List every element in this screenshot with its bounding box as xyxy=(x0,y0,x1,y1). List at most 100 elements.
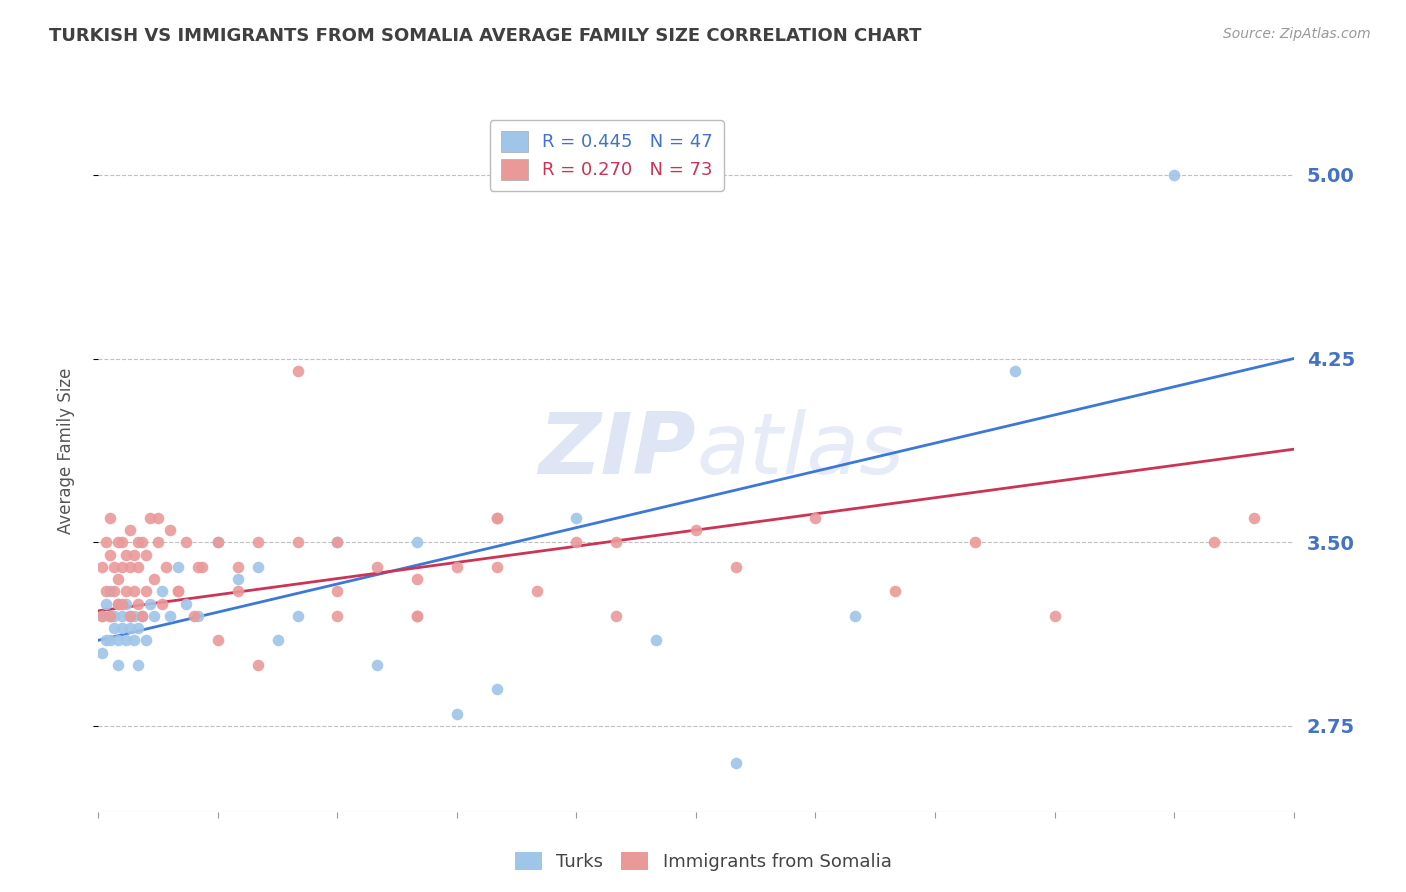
Point xyxy=(565,535,588,549)
Point xyxy=(91,608,114,623)
Point xyxy=(115,584,138,599)
Point xyxy=(485,511,508,525)
Point xyxy=(246,559,269,574)
Point xyxy=(139,597,162,611)
Point xyxy=(366,559,388,574)
Point xyxy=(120,523,142,537)
Legend: Turks, Immigrants from Somalia: Turks, Immigrants from Somalia xyxy=(508,845,898,879)
Point xyxy=(724,559,747,574)
Point xyxy=(884,584,907,599)
Point xyxy=(174,535,197,549)
Point xyxy=(148,511,170,525)
Point xyxy=(844,608,866,623)
Point xyxy=(207,633,229,648)
Point xyxy=(1043,608,1066,623)
Point xyxy=(485,682,508,697)
Point xyxy=(103,621,125,635)
Point xyxy=(1243,511,1265,525)
Point xyxy=(1202,535,1225,549)
Point xyxy=(91,559,114,574)
Point xyxy=(91,608,114,623)
Point xyxy=(804,511,827,525)
Point xyxy=(98,548,122,562)
Point xyxy=(127,597,149,611)
Point xyxy=(111,621,134,635)
Point xyxy=(120,608,142,623)
Point xyxy=(267,633,290,648)
Point xyxy=(111,535,134,549)
Point xyxy=(150,584,173,599)
Point xyxy=(143,608,166,623)
Point xyxy=(127,657,149,672)
Point xyxy=(124,584,146,599)
Point xyxy=(115,548,138,562)
Point xyxy=(103,559,125,574)
Point xyxy=(191,559,214,574)
Point xyxy=(167,584,190,599)
Point xyxy=(565,511,588,525)
Point xyxy=(107,572,129,586)
Point xyxy=(124,548,146,562)
Point xyxy=(485,559,508,574)
Point xyxy=(131,608,153,623)
Point xyxy=(246,535,269,549)
Point xyxy=(98,511,122,525)
Point xyxy=(107,535,129,549)
Text: Source: ZipAtlas.com: Source: ZipAtlas.com xyxy=(1223,27,1371,41)
Point xyxy=(96,584,118,599)
Point xyxy=(96,597,118,611)
Point xyxy=(685,523,707,537)
Point xyxy=(287,364,309,378)
Point xyxy=(645,633,668,648)
Point xyxy=(159,608,181,623)
Point xyxy=(155,559,177,574)
Point xyxy=(98,608,122,623)
Point xyxy=(187,559,209,574)
Point xyxy=(107,633,129,648)
Point xyxy=(406,572,429,586)
Point xyxy=(207,535,229,549)
Point xyxy=(103,608,125,623)
Point xyxy=(183,608,205,623)
Text: ZIP: ZIP xyxy=(538,409,696,492)
Text: TURKISH VS IMMIGRANTS FROM SOMALIA AVERAGE FAMILY SIZE CORRELATION CHART: TURKISH VS IMMIGRANTS FROM SOMALIA AVERA… xyxy=(49,27,922,45)
Point xyxy=(143,572,166,586)
Point xyxy=(526,584,548,599)
Point xyxy=(159,523,181,537)
Point xyxy=(120,559,142,574)
Point xyxy=(1004,364,1026,378)
Point xyxy=(226,559,249,574)
Point xyxy=(605,535,627,549)
Point xyxy=(167,559,190,574)
Point xyxy=(91,646,114,660)
Point xyxy=(287,535,309,549)
Point xyxy=(107,597,129,611)
Point xyxy=(406,608,429,623)
Point xyxy=(148,535,170,549)
Point xyxy=(139,511,162,525)
Point xyxy=(120,621,142,635)
Point xyxy=(120,608,142,623)
Point xyxy=(287,608,309,623)
Text: atlas: atlas xyxy=(696,409,904,492)
Point xyxy=(326,535,349,549)
Point xyxy=(98,633,122,648)
Point xyxy=(246,657,269,672)
Point xyxy=(96,535,118,549)
Point xyxy=(187,608,209,623)
Point xyxy=(207,535,229,549)
Point xyxy=(167,584,190,599)
Point xyxy=(485,511,508,525)
Y-axis label: Average Family Size: Average Family Size xyxy=(56,368,75,533)
Point xyxy=(326,608,349,623)
Point xyxy=(107,657,129,672)
Point xyxy=(226,572,249,586)
Point xyxy=(98,584,122,599)
Point xyxy=(111,597,134,611)
Point xyxy=(1163,168,1185,182)
Point xyxy=(98,608,122,623)
Point xyxy=(326,535,349,549)
Point xyxy=(103,584,125,599)
Point xyxy=(107,597,129,611)
Point xyxy=(131,608,153,623)
